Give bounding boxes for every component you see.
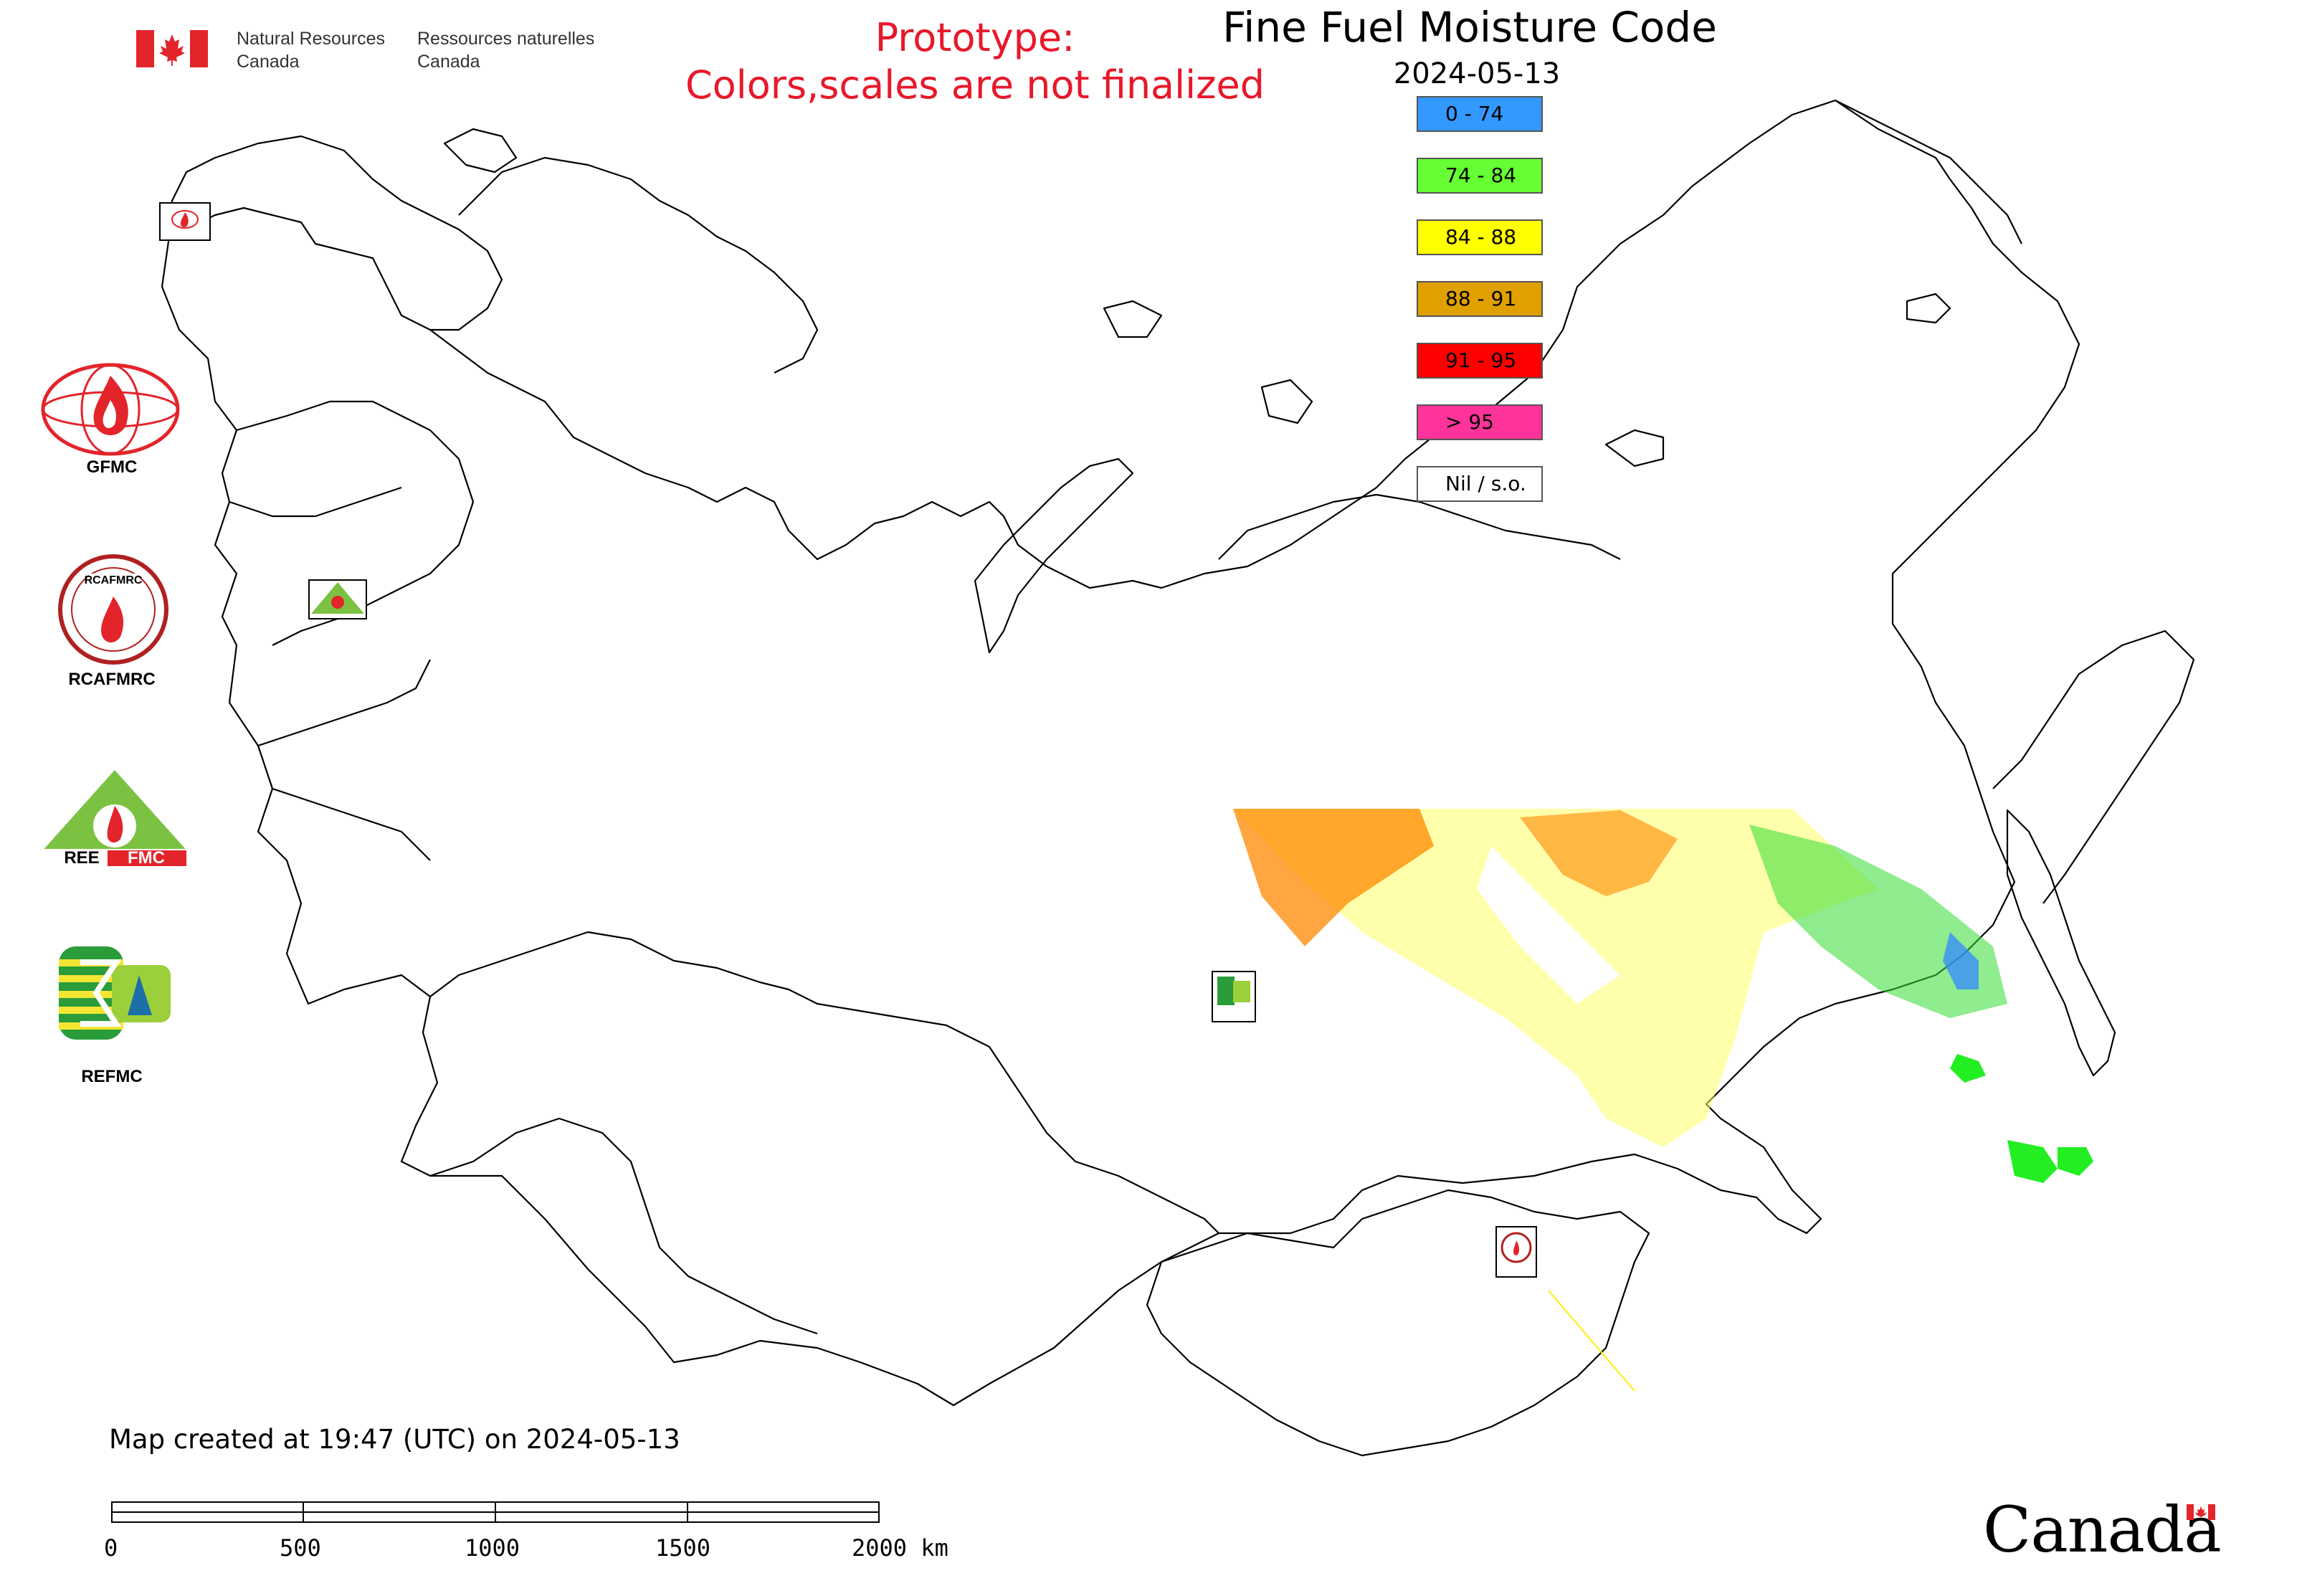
legend-label: 74 - 84	[1445, 163, 1517, 187]
kamchatka-outline	[1992, 630, 2195, 904]
org-fr-line1: Ressources naturelles	[417, 29, 595, 49]
legend-item-88-91: 88 - 91	[1417, 281, 1543, 317]
ffmc-streak-1	[1548, 1290, 1635, 1392]
eurasia-outline	[161, 99, 2080, 1407]
refmc-marker-icon	[1212, 971, 1256, 1022]
prototype-line2: Colors,scales are not finalized	[685, 62, 1265, 108]
org-fr-line2: Canada	[417, 52, 480, 72]
ffmc-region-green-sakhalin-2	[2058, 1147, 2093, 1176]
ffmc-region-blue	[1943, 932, 1979, 989]
ffmc-region-white-gap	[1477, 846, 1620, 1004]
sakhalin-outline	[2006, 809, 2116, 1077]
canada-wordmark: Canada	[1983, 1493, 2222, 1567]
gfmc-marker-icon	[159, 202, 211, 241]
legend-label: 91 - 95	[1445, 348, 1517, 372]
refmc-logo-icon	[59, 946, 173, 1040]
ffmc-region-orange-2	[1520, 810, 1678, 896]
scale-tick-1000: 1000	[465, 1534, 520, 1562]
ffmc-region-green-coast	[1950, 1054, 1986, 1083]
legend-item-84-88: 84 - 88	[1417, 219, 1543, 255]
map-title: Fine Fuel Moisture Code	[1222, 3, 1717, 52]
scale-bar	[111, 1501, 880, 1523]
scale-tick-0: 0	[104, 1534, 118, 1562]
reefmc-marker-icon	[308, 579, 367, 619]
legend-label: Nil / s.o.	[1445, 472, 1526, 495]
rcafmrc-label: RCAFMRC	[68, 670, 156, 689]
reefmc-logo-icon: REE FMC	[39, 770, 191, 866]
org-en-line1: Natural Resources	[237, 29, 386, 49]
kola-peninsula	[458, 156, 819, 374]
internal-boundary-4	[272, 787, 431, 861]
new-siberian-islands	[1604, 429, 1665, 467]
severnaya-zemlya	[1260, 379, 1313, 424]
ffmc-region-green-sakhalin	[2007, 1140, 2058, 1183]
map-created-note: Map created at 19:47 (UTC) on 2024-05-13	[109, 1424, 680, 1455]
svg-text:FMC: FMC	[128, 848, 165, 866]
taymyr-outline	[1218, 493, 1621, 560]
rcafmrc-logo-icon: RCAFMRC	[58, 554, 168, 665]
org-name-french: Ressources naturelles Canada	[417, 27, 594, 73]
svg-text:RCAFMRC: RCAFMRC	[85, 574, 143, 586]
scale-tick-1500: 1500	[655, 1534, 711, 1562]
svg-text:REE: REE	[64, 848, 99, 866]
legend-item-nil: Nil / s.o.	[1417, 466, 1543, 502]
wordmark-flag-icon	[2187, 1504, 2215, 1520]
map-date: 2024-05-13	[1393, 57, 1561, 90]
canada-flag-icon	[136, 30, 208, 67]
chukotka-outline	[1835, 100, 2022, 244]
svalbard-islands	[443, 128, 518, 174]
ffmc-region-green	[1749, 825, 2007, 1018]
legend-label: 0 - 74	[1445, 102, 1504, 125]
legend-label: 88 - 91	[1445, 287, 1517, 310]
scale-tick-500: 500	[280, 1534, 321, 1562]
gfmc-label: GFMC	[86, 457, 138, 477]
country-boundaries	[161, 99, 2195, 1457]
org-name-english: Natural Resources Canada	[237, 27, 385, 73]
ffmc-region-orange	[1233, 809, 1434, 946]
franz-josef-land	[1103, 300, 1163, 338]
rcafmrc-marker-icon	[1495, 1226, 1537, 1278]
legend-item-91-95: 91 - 95	[1417, 343, 1543, 379]
kazakhstan-south	[429, 1117, 818, 1335]
wrangel-island	[1906, 293, 1951, 324]
refmc-label: REFMC	[81, 1067, 143, 1086]
internal-boundary-2	[229, 486, 402, 518]
internal-boundary-3	[257, 659, 431, 747]
mongolia-border	[1146, 1189, 1650, 1457]
kazakhstan-border	[429, 931, 1219, 1234]
prototype-notice: Prototype: Colors,scales are not finaliz…	[645, 14, 1305, 109]
org-en-line2: Canada	[237, 52, 300, 72]
scale-tick-2000: 2000 km	[852, 1534, 948, 1562]
prototype-line1: Prototype:	[875, 15, 1075, 60]
legend-label: 84 - 88	[1445, 225, 1517, 249]
legend-item-0-74: 0 - 74	[1417, 96, 1543, 132]
legend-item-74-84: 74 - 84	[1417, 158, 1543, 194]
legend-item-over-95: > 95	[1417, 404, 1543, 440]
novaya-zemlya	[974, 457, 1134, 654]
legend-label: > 95	[1445, 410, 1494, 434]
gfmc-logo-icon	[41, 363, 180, 456]
ffmc-data-layer	[1233, 809, 2093, 1392]
scandinavia-outline	[168, 135, 503, 331]
